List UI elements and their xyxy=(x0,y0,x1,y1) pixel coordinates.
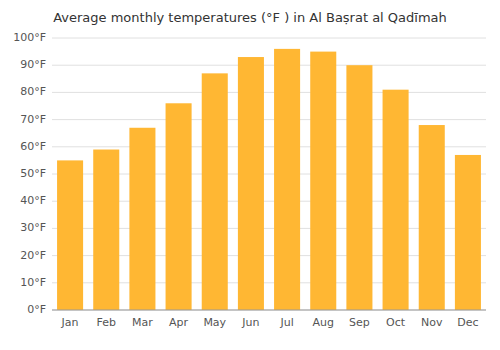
bar xyxy=(419,125,445,310)
bar xyxy=(310,52,336,310)
grid-line xyxy=(52,310,486,311)
x-axis: Jan Feb Mar Apr May Jun Jul Aug Sep Oct Nov Dec xyxy=(61,316,479,329)
title: Average monthly temperatures (°F ) in Al… xyxy=(53,10,447,25)
chart: 0°F 10°F 20°F 30°F 40°F 50°F 60°F 70°F 80°F 90°F 1… xyxy=(0,0,500,350)
grid xyxy=(52,38,486,310)
y-tick-label: 20°F xyxy=(20,249,46,262)
y-tick-label: 50°F xyxy=(20,167,46,180)
y-tick-label: 30°F xyxy=(20,221,46,234)
y-tick-label: 10°F xyxy=(20,276,46,289)
x-tick-label: Feb xyxy=(97,316,116,329)
x-axis-line xyxy=(52,310,486,311)
bar xyxy=(93,150,119,310)
x-tick-label: Sep xyxy=(349,316,370,329)
bars xyxy=(57,49,481,310)
x-tick-label: Dec xyxy=(457,316,478,329)
x-tick-label: Jun xyxy=(241,316,259,329)
x-tick-label: Mar xyxy=(132,316,153,329)
bar xyxy=(238,57,264,310)
x-tick-label: Jul xyxy=(279,316,293,329)
grid-line xyxy=(52,119,486,120)
y-tick-label: 70°F xyxy=(20,113,46,126)
bar xyxy=(129,128,155,310)
grid-line xyxy=(52,92,486,93)
y-tick-label: 0°F xyxy=(27,303,46,316)
bar xyxy=(202,73,228,310)
y-tick-label: 100°F xyxy=(13,31,46,44)
grid-line xyxy=(52,38,486,39)
x-tick-label: Nov xyxy=(421,316,443,329)
y-tick-label: 60°F xyxy=(20,140,46,153)
bar xyxy=(57,160,83,310)
bar xyxy=(383,90,409,310)
y-axis: 0°F 10°F 20°F 30°F 40°F 50°F 60°F 70°F 80°F 90°F 1… xyxy=(13,31,46,316)
x-tick-label: Aug xyxy=(313,316,334,329)
y-tick-label: 90°F xyxy=(20,58,46,71)
bar xyxy=(455,155,481,310)
x-tick-label: Jan xyxy=(61,316,79,329)
bar xyxy=(274,49,300,310)
bar xyxy=(166,103,192,310)
x-tick-label: Apr xyxy=(169,316,189,329)
y-tick-label: 80°F xyxy=(20,85,46,98)
x-tick-label: May xyxy=(203,316,226,329)
grid-line xyxy=(52,65,486,66)
x-tick-label: Oct xyxy=(386,316,406,329)
bar xyxy=(346,65,372,310)
chart-container: 0°F 10°F 20°F 30°F 40°F 50°F 60°F 70°F 80°F 90°F 1… xyxy=(0,0,500,350)
y-tick-label: 40°F xyxy=(20,194,46,207)
